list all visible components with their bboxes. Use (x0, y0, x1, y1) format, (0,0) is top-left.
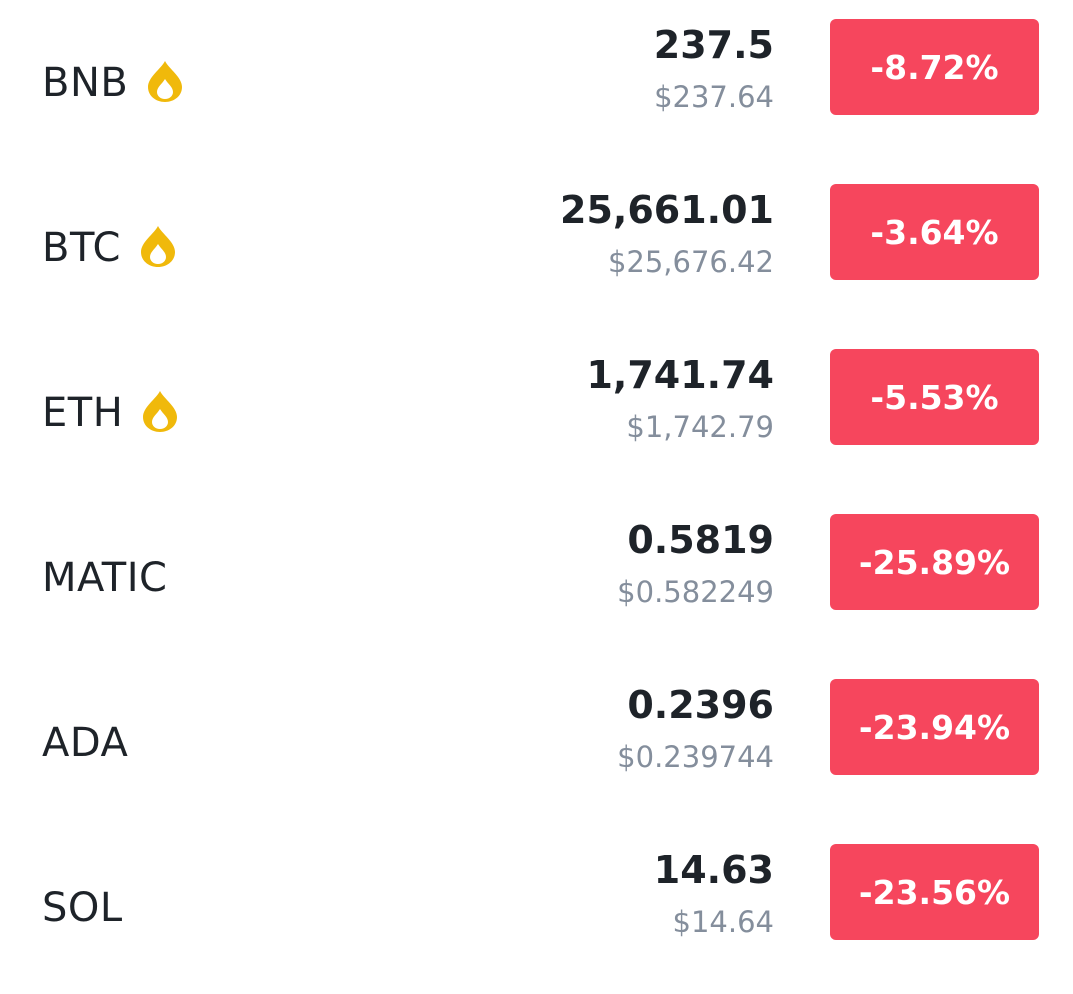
change-percent: -5.53% (870, 377, 999, 417)
symbol-cell: BTC (42, 165, 177, 330)
fiat-price: $237.64 (654, 80, 774, 114)
symbol-label: ETH (42, 389, 124, 436)
change-badge[interactable]: -23.56% (830, 844, 1039, 940)
fiat-price: $0.239744 (617, 740, 774, 774)
fiat-price: $14.64 (672, 905, 774, 939)
fiat-price: $0.582249 (617, 575, 774, 609)
fiat-price: $1,742.79 (626, 410, 774, 444)
change-badge[interactable]: -8.72% (830, 19, 1039, 115)
price-cell: 0.2396 $0.239744 (617, 660, 774, 772)
change-percent: -23.94% (858, 707, 1011, 747)
price-cell: 1,741.74 $1,742.79 (586, 330, 774, 442)
fiat-price: $25,676.42 (607, 245, 774, 279)
price-cell: 237.5 $237.64 (654, 0, 774, 112)
symbol-label: ADA (42, 719, 129, 766)
last-price: 237.5 (653, 23, 774, 67)
price-cell: 14.63 $14.64 (654, 825, 774, 937)
change-badge[interactable]: -25.89% (830, 514, 1039, 610)
symbol-cell: MATIC (42, 495, 167, 660)
change-badge[interactable]: -5.53% (830, 349, 1039, 445)
change-badge[interactable]: -23.94% (830, 679, 1039, 775)
last-price: 25,661.01 (560, 188, 774, 232)
change-percent: -23.56% (858, 872, 1011, 912)
market-row-btc[interactable]: BTC 25,661.01 $25,676.42 -3.64% (0, 165, 1073, 330)
market-row-eth[interactable]: ETH 1,741.74 $1,742.79 -5.53% (0, 330, 1073, 495)
change-badge[interactable]: -3.64% (830, 184, 1039, 280)
symbol-cell: BNB (42, 0, 184, 165)
fire-icon (139, 224, 177, 268)
change-percent: -3.64% (870, 212, 999, 252)
market-row-bnb[interactable]: BNB 237.5 $237.64 -8.72% (0, 0, 1073, 165)
market-row-ada[interactable]: ADA 0.2396 $0.239744 -23.94% (0, 660, 1073, 825)
symbol-cell: ADA (42, 660, 128, 825)
symbol-cell: ETH (42, 330, 179, 495)
last-price: 0.2396 (627, 683, 774, 727)
fire-icon (146, 59, 184, 103)
symbol-label: SOL (42, 884, 123, 931)
symbol-label: BTC (42, 224, 121, 271)
price-cell: 25,661.01 $25,676.42 (560, 165, 774, 277)
change-percent: -25.89% (858, 542, 1011, 582)
symbol-cell: SOL (42, 825, 123, 990)
change-percent: -8.72% (870, 47, 999, 87)
fire-icon (141, 389, 179, 433)
symbol-label: MATIC (42, 554, 168, 601)
last-price: 1,741.74 (586, 353, 774, 397)
price-cell: 0.5819 $0.582249 (617, 495, 774, 607)
symbol-label: BNB (42, 59, 129, 106)
last-price: 14.63 (653, 848, 774, 892)
market-row-sol[interactable]: SOL 14.63 $14.64 -23.56% (0, 825, 1073, 990)
last-price: 0.5819 (627, 518, 774, 562)
market-row-matic[interactable]: MATIC 0.5819 $0.582249 -25.89% (0, 495, 1073, 660)
